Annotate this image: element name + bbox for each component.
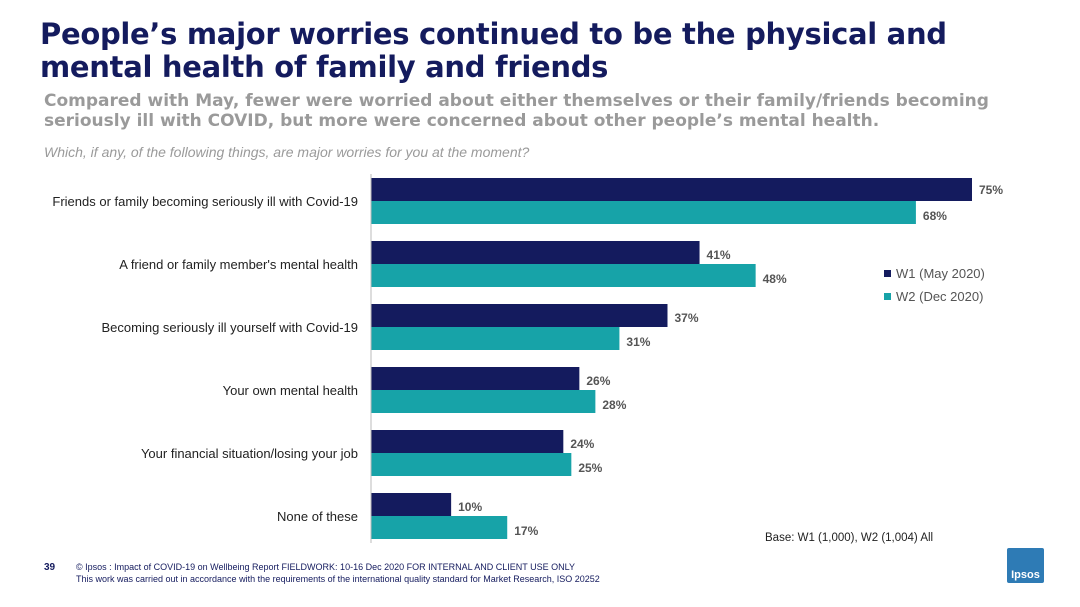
- bar-value-label: 17%: [514, 524, 538, 538]
- category-label: Becoming seriously ill yourself with Cov…: [102, 320, 359, 335]
- bar-w2: [371, 390, 596, 413]
- footer: © Ipsos : Impact of COVID-19 on Wellbein…: [76, 561, 600, 585]
- bar-w1: [371, 304, 668, 327]
- legend-label-w2: W2 (Dec 2020): [896, 289, 984, 304]
- bar-w2: [371, 201, 916, 224]
- bar-w2: [371, 264, 756, 287]
- bar-group: A friend or family member's mental healt…: [119, 241, 787, 287]
- bar-w1: [371, 493, 452, 516]
- survey-question: Which, if any, of the following things, …: [44, 144, 530, 160]
- page-title: People’s major worries continued to be t…: [40, 17, 947, 84]
- bar-group: Your own mental health 26% 28%: [223, 367, 627, 413]
- category-label: Your own mental health: [223, 383, 358, 398]
- bar-w2: [371, 453, 572, 476]
- legend-item-w2: W2 (Dec 2020): [884, 285, 985, 308]
- category-label: Friends or family becoming seriously ill…: [52, 194, 358, 209]
- bar-value-label: 25%: [578, 461, 602, 475]
- bar-value-label: 28%: [602, 398, 626, 412]
- legend-swatch-w1: [884, 270, 891, 277]
- legend-label-w1: W1 (May 2020): [896, 266, 985, 281]
- legend-item-w1: W1 (May 2020): [884, 262, 985, 285]
- bar-w1: [371, 430, 564, 453]
- page-subtitle: Compared with May, fewer were worried ab…: [44, 91, 989, 131]
- bar-group: Friends or family becoming seriously ill…: [52, 178, 1003, 224]
- bar-value-label: 24%: [570, 437, 594, 451]
- bar-group: Your financial situation/losing your job…: [141, 430, 603, 476]
- footer-line-1: © Ipsos : Impact of COVID-19 on Wellbein…: [76, 562, 575, 572]
- bar-group: Becoming seriously ill yourself with Cov…: [102, 304, 699, 350]
- bar-value-label: 75%: [979, 183, 1003, 197]
- page-number: 39: [44, 562, 56, 573]
- bar-value-label: 31%: [626, 335, 650, 349]
- bar-value-label: 48%: [763, 272, 787, 286]
- bar-value-label: 68%: [923, 209, 947, 223]
- bar-w2: [371, 327, 620, 350]
- bar-value-label: 41%: [707, 248, 731, 262]
- bar-group: None of these 10% 17%: [277, 493, 539, 539]
- bar-value-label: 10%: [458, 500, 482, 514]
- ipsos-logo: Ipsos: [1007, 548, 1044, 583]
- bar-w2: [371, 516, 508, 539]
- footer-line-2: This work was carried out in accordance …: [76, 574, 600, 584]
- legend-swatch-w2: [884, 293, 891, 300]
- bar-value-label: 26%: [586, 374, 610, 388]
- chart-legend: W1 (May 2020) W2 (Dec 2020): [884, 262, 985, 308]
- bar-w1: [371, 241, 700, 264]
- category-label: Your financial situation/losing your job: [141, 446, 358, 461]
- base-note: Base: W1 (1,000), W2 (1,004) All: [765, 532, 934, 544]
- category-label: A friend or family member's mental healt…: [119, 257, 358, 272]
- category-label: None of these: [277, 509, 358, 524]
- bar-w1: [371, 178, 972, 201]
- bar-w1: [371, 367, 580, 390]
- bar-value-label: 37%: [674, 311, 698, 325]
